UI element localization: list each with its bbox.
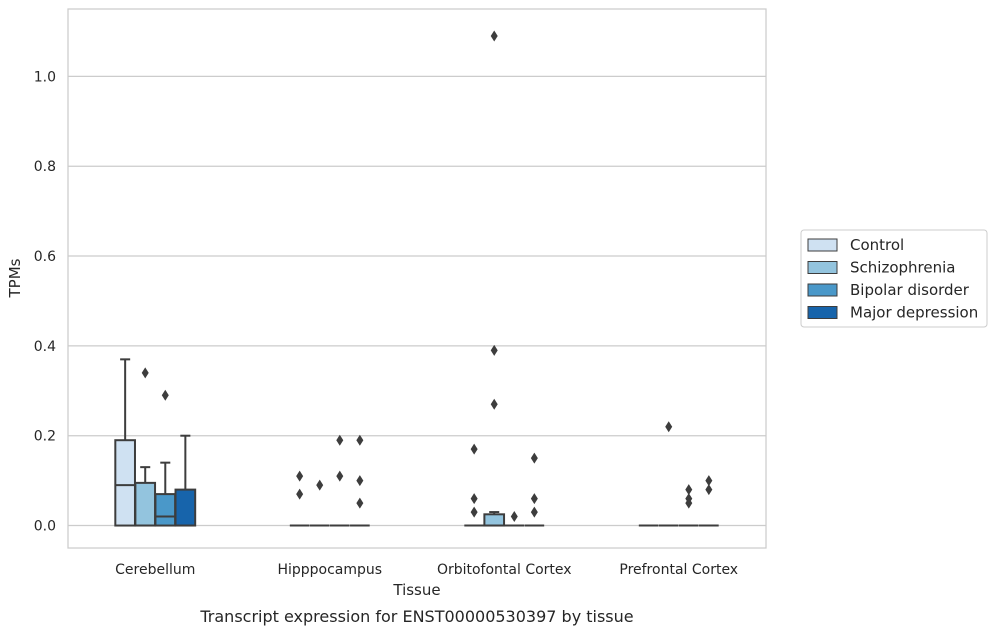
x-axis-label: Tissue bbox=[392, 581, 440, 599]
outlier-point bbox=[296, 488, 304, 500]
outlier-point bbox=[685, 497, 693, 509]
y-axis-ticks: 0.0 0.2 0.4 0.6 0.8 1.0 bbox=[34, 69, 56, 534]
outlier-point bbox=[530, 452, 538, 464]
outlier-point bbox=[490, 398, 498, 410]
outlier-point bbox=[470, 506, 478, 518]
outlier-point bbox=[141, 367, 149, 379]
legend: Control Schizophrenia Bipolar disorder Majo… bbox=[800, 229, 988, 328]
outlier-point bbox=[296, 470, 304, 482]
outlier-point bbox=[161, 389, 169, 401]
box-group bbox=[464, 30, 545, 527]
legend-label: Bipolar disorder bbox=[850, 281, 970, 299]
legend-swatch bbox=[807, 238, 838, 252]
box bbox=[134, 481, 157, 527]
outlier-point bbox=[510, 511, 518, 523]
x-axis-ticks: Cerebellum Hipppocampus Orbitofontal Corte… bbox=[115, 562, 738, 578]
legend-frame bbox=[800, 229, 988, 328]
outlier-point bbox=[685, 484, 693, 496]
box-group bbox=[114, 358, 197, 527]
y-tick-label: 0.2 bbox=[34, 429, 56, 445]
box bbox=[483, 513, 506, 527]
y-tick-label: 0.4 bbox=[34, 339, 56, 355]
outlier-point bbox=[530, 506, 538, 518]
x-tick-label: Orbitofontal Cortex bbox=[437, 562, 572, 578]
chart-caption: Transcript expression for ENST0000053039… bbox=[199, 607, 633, 626]
outlier-point bbox=[356, 434, 364, 446]
x-tick-label: Prefrontal Cortex bbox=[619, 562, 738, 578]
legend-swatch bbox=[807, 283, 838, 297]
outlier-point bbox=[665, 421, 673, 433]
outlier-point bbox=[356, 497, 364, 509]
box-groups bbox=[114, 30, 719, 527]
plot-frame bbox=[67, 8, 767, 549]
legend-swatch bbox=[807, 261, 838, 274]
outlier-point bbox=[470, 443, 478, 455]
outlier-point bbox=[336, 434, 344, 446]
y-axis-label: TPMs bbox=[6, 258, 24, 298]
legend-swatch bbox=[807, 306, 838, 319]
box bbox=[114, 439, 136, 527]
outlier-point bbox=[356, 475, 364, 487]
outlier-point bbox=[490, 30, 498, 42]
outlier-point bbox=[530, 493, 538, 505]
outlier-point bbox=[336, 470, 344, 482]
outlier-point bbox=[316, 479, 324, 491]
y-tick-label: 0.6 bbox=[34, 249, 56, 265]
y-tick-label: 0.8 bbox=[34, 159, 56, 175]
y-tick-label: 0.0 bbox=[34, 519, 56, 535]
legend-label: Schizophrenia bbox=[850, 259, 955, 277]
y-tick-label: 1.0 bbox=[34, 69, 56, 85]
box bbox=[154, 493, 177, 527]
x-tick-label: Hipppocampus bbox=[277, 562, 382, 578]
outlier-point bbox=[470, 493, 478, 505]
box-group bbox=[638, 421, 719, 527]
box bbox=[174, 488, 197, 527]
outlier-point bbox=[705, 484, 713, 496]
box-group bbox=[289, 434, 370, 527]
legend-label: Control bbox=[850, 236, 904, 254]
legend-label: Major depression bbox=[850, 304, 978, 322]
x-tick-label: Cerebellum bbox=[115, 562, 195, 578]
outlier-point bbox=[705, 475, 713, 487]
outlier-point bbox=[490, 344, 498, 356]
